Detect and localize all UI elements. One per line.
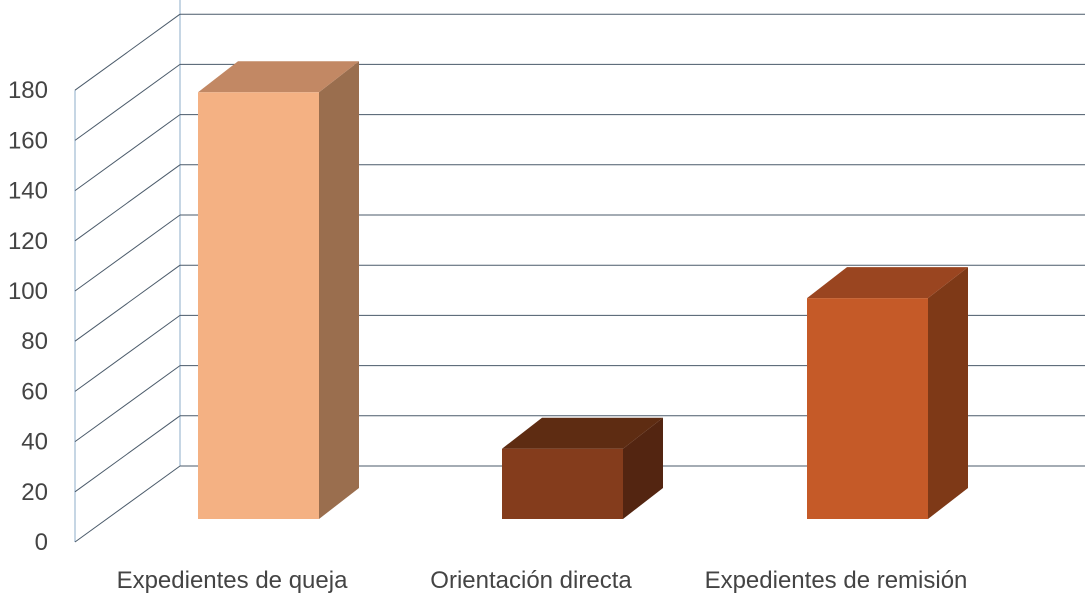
y-tick-label: 0 [35, 529, 48, 556]
bar-side-face [623, 417, 663, 519]
side-gridline [74, 264, 181, 342]
side-gridline [74, 415, 181, 493]
side-gridline [74, 63, 181, 141]
y-tick-label: 80 [21, 328, 48, 355]
side-gridline [74, 214, 181, 292]
y-axis-tick-labels: 0 20 40 60 80 100 120 140 160 180 [8, 77, 48, 556]
bar-front-face [807, 298, 928, 519]
y-tick-label: 40 [21, 429, 48, 456]
y-tick-label: 160 [8, 127, 48, 154]
bar-top-face [502, 417, 663, 449]
bar-side-face [319, 61, 359, 520]
x-category-label: Expedientes de queja [117, 567, 349, 593]
y-tick-label: 20 [21, 479, 48, 506]
x-category-label: Expedientes de remisión [705, 567, 968, 593]
side-gridline [74, 164, 181, 242]
x-axis-category-labels: Expedientes de queja Orientación directa E… [117, 567, 968, 593]
side-gridline [74, 13, 181, 91]
chart-walls [74, 0, 181, 542]
bar-front-face [502, 448, 623, 519]
y-tick-label: 180 [8, 77, 48, 104]
y-tick-label: 60 [21, 378, 48, 405]
side-gridline [74, 114, 181, 192]
x-category-label: Orientación directa [430, 567, 632, 593]
bar-front-face [198, 92, 319, 520]
bar-top-face [198, 61, 359, 93]
side-gridline [74, 314, 181, 392]
bar-2 [502, 417, 663, 519]
y-tick-label: 120 [8, 228, 48, 255]
side-gridline [74, 365, 181, 443]
y-tick-label: 140 [8, 178, 48, 205]
y-tick-label: 100 [8, 278, 48, 305]
bar-3 [807, 267, 968, 519]
bars [198, 61, 968, 520]
bar-1 [198, 61, 359, 520]
side-gridline [74, 465, 181, 543]
bar-side-face [928, 267, 968, 519]
bar-top-face [807, 267, 968, 299]
